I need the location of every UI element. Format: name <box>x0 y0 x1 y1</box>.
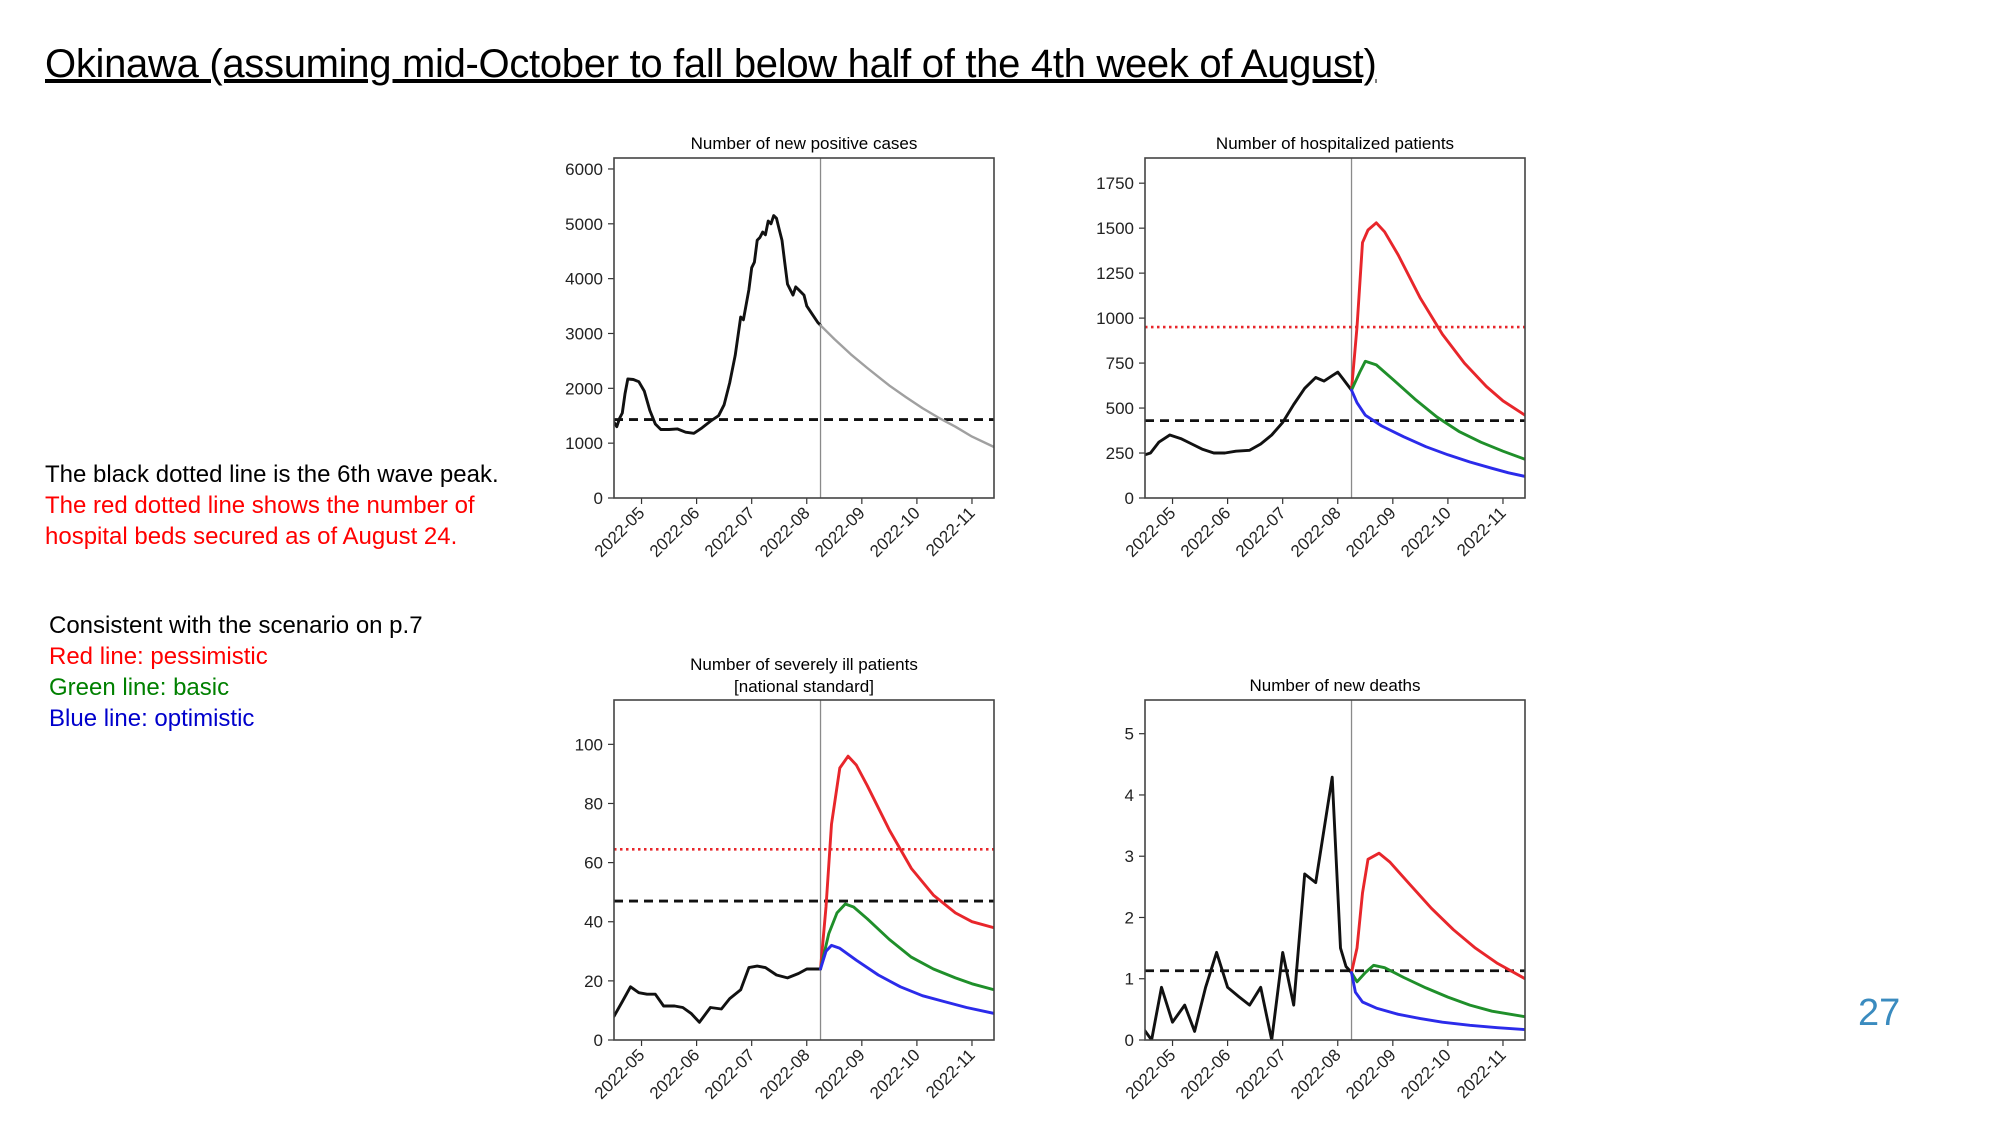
series-line-projection <box>819 324 994 449</box>
x-tick-label: 2022-05 <box>591 503 649 561</box>
note-blue-line-optimistic: Blue line: optimistic <box>49 705 255 732</box>
chart-title: Number of new positive cases <box>691 134 918 153</box>
y-tick-label: 3000 <box>565 324 603 343</box>
plot-area <box>614 158 994 498</box>
page-number: 27 <box>1858 992 1901 1034</box>
y-tick-label: 5000 <box>565 215 603 234</box>
legend-notes-scenarios: Consistent with the scenario on p.7 Red … <box>49 610 423 734</box>
note-red-dotted-line-1: The red dotted line shows the number of <box>45 492 475 519</box>
note-red-line-pessimistic: Red line: pessimistic <box>49 643 268 670</box>
note-red-dotted-line-2: hospital beds secured as of August 24. <box>45 523 458 550</box>
note-black-dotted-line: The black dotted line is the 6th wave pe… <box>45 461 499 488</box>
x-tick-label: 2022-10 <box>866 503 924 561</box>
y-tick-label: 6000 <box>565 160 603 179</box>
slide-title: Okinawa (assuming mid-October to fall be… <box>45 42 1377 86</box>
x-tick-label: 2022-06 <box>646 503 704 561</box>
y-tick-label: 4000 <box>565 270 603 289</box>
series-line-observed <box>614 214 822 435</box>
note-scenario-reference: Consistent with the scenario on p.7 <box>49 612 423 639</box>
x-tick-label: 2022-11 <box>922 503 979 560</box>
x-tick-label: 2022-07 <box>701 503 759 561</box>
plot-frame <box>613 157 995 499</box>
y-tick-label: 1000 <box>565 434 603 453</box>
note-green-line-basic: Green line: basic <box>49 674 230 701</box>
x-tick-label: 2022-08 <box>756 503 814 561</box>
x-tick-label: 2022-09 <box>811 503 869 561</box>
y-tick-label: 2000 <box>565 379 603 398</box>
y-tick-label: 0 <box>594 489 603 508</box>
legend-notes-lines: The black dotted line is the 6th wave pe… <box>45 459 499 552</box>
